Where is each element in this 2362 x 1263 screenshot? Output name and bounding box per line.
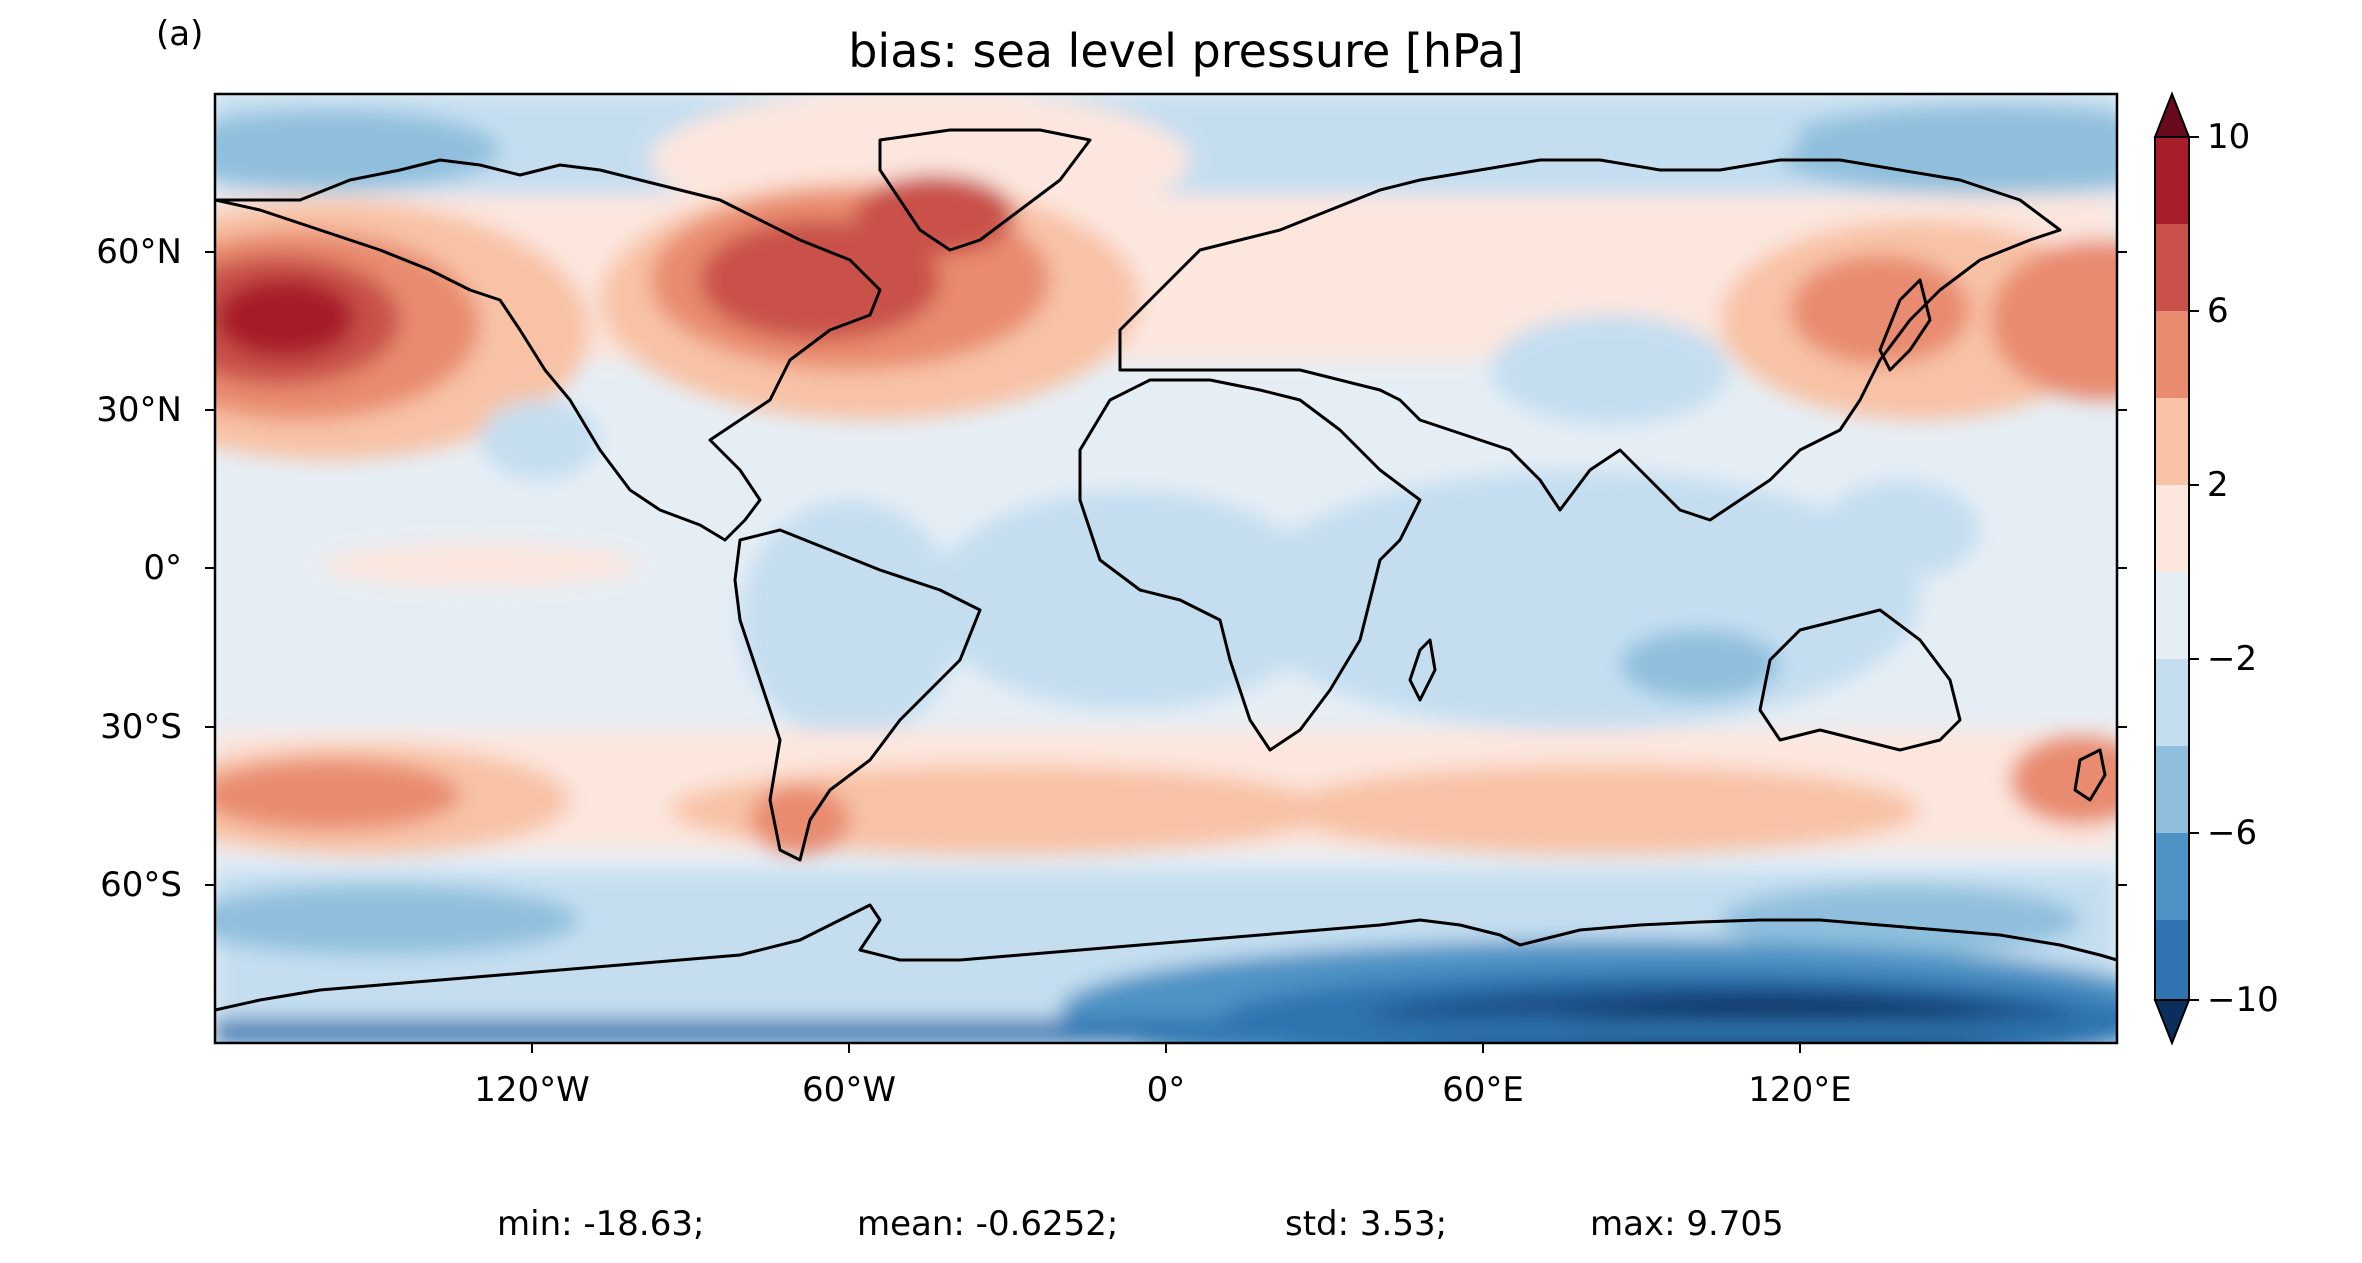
coast-africa-eurasia — [1078, 378, 1422, 752]
cb-seg-7 — [2155, 398, 2189, 485]
colorbar-label-6: 6 — [2207, 291, 2229, 331]
southern-ocean-indian — [1720, 885, 2080, 955]
antarctica-edge — [215, 1020, 2117, 1043]
eq-pacific-pink — [320, 543, 640, 587]
coast-antarctica — [215, 903, 2117, 1012]
greenland-south-red — [855, 175, 1015, 255]
colorbar-label-10: 10 — [2207, 117, 2251, 157]
stat-max: max: 9.705 — [1590, 1204, 1784, 1244]
arctic-pacific-low — [215, 110, 500, 190]
south-indian-band — [1280, 765, 1920, 855]
lat-label-60s: 60°S — [100, 865, 182, 905]
lat-label-0: 0° — [143, 548, 182, 588]
coast-new-zealand — [2073, 748, 2107, 802]
patagonia-high — [750, 785, 850, 855]
lon-label-120e: 120°E — [1748, 1070, 1852, 1110]
cb-seg-3 — [2155, 746, 2189, 833]
north-pacific-core — [215, 278, 355, 358]
map-title: bias: sea level pressure [hPa] — [848, 24, 1524, 78]
colorbar-over-triangle — [2153, 91, 2191, 138]
coast-madagascar — [1408, 638, 1437, 702]
lon-label-60w: 60°W — [802, 1070, 896, 1110]
southern-ocean-pacific — [215, 885, 580, 955]
map-field — [215, 94, 2117, 1043]
lat-label-60n: 60°N — [96, 232, 182, 272]
north-atlantic-inner — [700, 220, 940, 340]
coast-greenland — [878, 128, 1092, 252]
south-america-low — [740, 500, 960, 740]
colorbar — [2153, 91, 2199, 1046]
cb-seg-9 — [2155, 224, 2189, 311]
stat-std: std: 3.53; — [1285, 1204, 1448, 1244]
north-pacific-east-edge — [1990, 240, 2117, 400]
coast-australia — [1758, 608, 1962, 752]
arctic-siberia-low — [1770, 105, 2117, 195]
coast-north-america — [215, 158, 882, 542]
cb-seg-10 — [2155, 137, 2189, 224]
lat-label-30n: 30°N — [96, 390, 182, 430]
coast-japan — [1878, 278, 1932, 372]
lat-label-30s: 30°S — [100, 707, 182, 747]
stat-mean: mean: -0.6252; — [857, 1204, 1119, 1244]
colorbar-under-triangle — [2153, 999, 2191, 1046]
axis-ticks — [205, 251, 2127, 1053]
cb-seg-1 — [2155, 920, 2189, 1000]
cb-seg-5 — [2155, 572, 2189, 659]
cb-seg-2 — [2155, 833, 2189, 920]
maritime-low — [1820, 480, 1980, 580]
stat-min: min: -18.63; — [497, 1204, 705, 1244]
lon-label-120w: 120°W — [474, 1070, 590, 1110]
panel-label: (a) — [156, 14, 204, 54]
coast-south-america — [733, 528, 982, 862]
indian-ocean-core — [1620, 630, 1780, 700]
south-pacific-core — [215, 760, 460, 830]
colorbar-label-2: 2 — [2207, 465, 2229, 505]
tasman-high — [2010, 735, 2117, 825]
central-asia-low — [1490, 315, 1730, 425]
indian-ocean-low — [1240, 470, 1920, 730]
cb-seg-6 — [2155, 485, 2189, 572]
east-asia-inner — [1790, 255, 1970, 365]
north-america-low — [480, 400, 600, 480]
arctic-kara-low — [1400, 100, 1800, 180]
colorbar-label-m10: −10 — [2207, 980, 2279, 1020]
colorbar-label-m2: −2 — [2207, 639, 2258, 679]
cb-seg-8 — [2155, 311, 2189, 398]
cb-seg-4 — [2155, 659, 2189, 746]
coastlines — [215, 128, 2117, 1012]
colorbar-label-m6: −6 — [2207, 813, 2258, 853]
lon-label-0: 0° — [1146, 1070, 1186, 1110]
colorbar-frame — [2154, 136, 2190, 1001]
lon-label-60e: 60°E — [1442, 1070, 1524, 1110]
coast-eurasia — [1118, 158, 2062, 522]
